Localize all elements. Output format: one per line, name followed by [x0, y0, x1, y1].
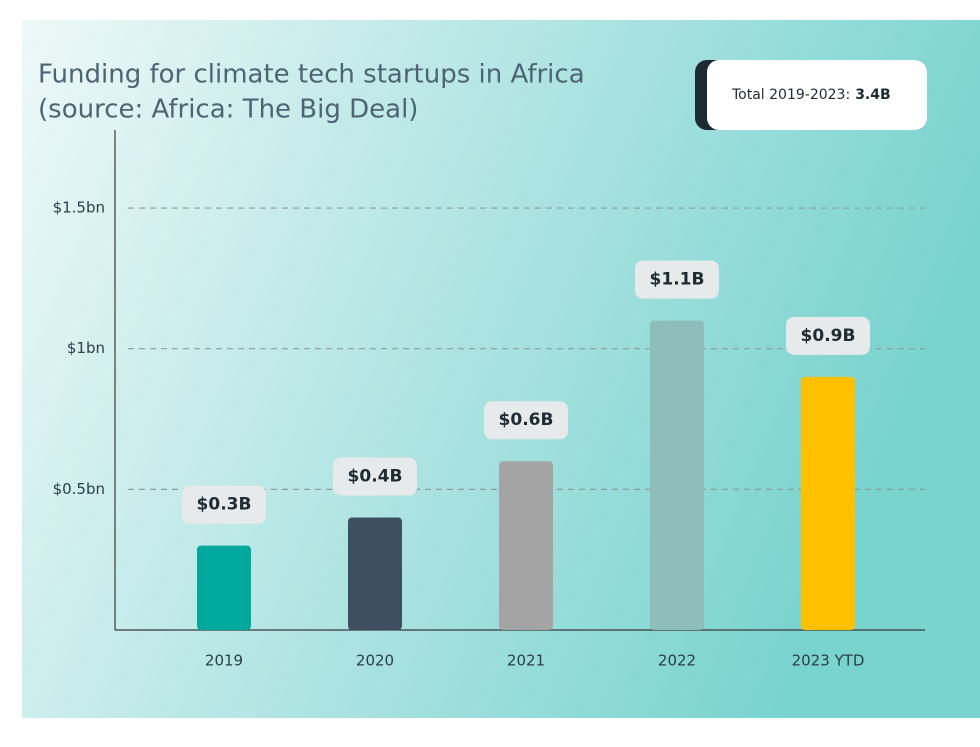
- y-tick-label: $1.5bn: [53, 199, 105, 217]
- y-tick-label: $1bn: [67, 339, 105, 357]
- value-label-box: [635, 260, 719, 299]
- value-label-box: [182, 485, 266, 524]
- x-tick-label: 2023 YTD: [792, 652, 865, 670]
- x-tick-label: 2022: [658, 652, 696, 670]
- value-label-box: [484, 401, 568, 440]
- bar: [650, 320, 704, 630]
- x-tick-label: 2019: [205, 652, 243, 670]
- bar: [499, 461, 553, 630]
- value-label: $0.3B: [197, 495, 252, 515]
- value-label: $0.9B: [801, 326, 856, 346]
- bar: [801, 376, 855, 630]
- value-label: $1.1B: [650, 270, 705, 290]
- value-label-box: [333, 457, 417, 496]
- chart-subtitle: (source: Africa: The Big Deal): [38, 95, 418, 125]
- total-box-body: [707, 60, 927, 130]
- y-tick-label: $0.5bn: [53, 480, 105, 498]
- value-label-box: [786, 316, 870, 355]
- chart-title: Funding for climate tech startups in Afr…: [38, 60, 585, 90]
- total-box: Total 2019-2023: 3.4B: [695, 60, 927, 130]
- value-label: $0.6B: [499, 410, 554, 430]
- total-text: Total 2019-2023: 3.4B: [731, 87, 891, 103]
- value-label: $0.4B: [348, 466, 403, 486]
- bar: [348, 517, 402, 630]
- x-tick-label: 2020: [356, 652, 394, 670]
- total-label: Total 2019-2023:: [731, 87, 850, 103]
- bar: [197, 545, 251, 630]
- x-tick-label: 2021: [507, 652, 545, 670]
- total-value: 3.4B: [855, 87, 890, 103]
